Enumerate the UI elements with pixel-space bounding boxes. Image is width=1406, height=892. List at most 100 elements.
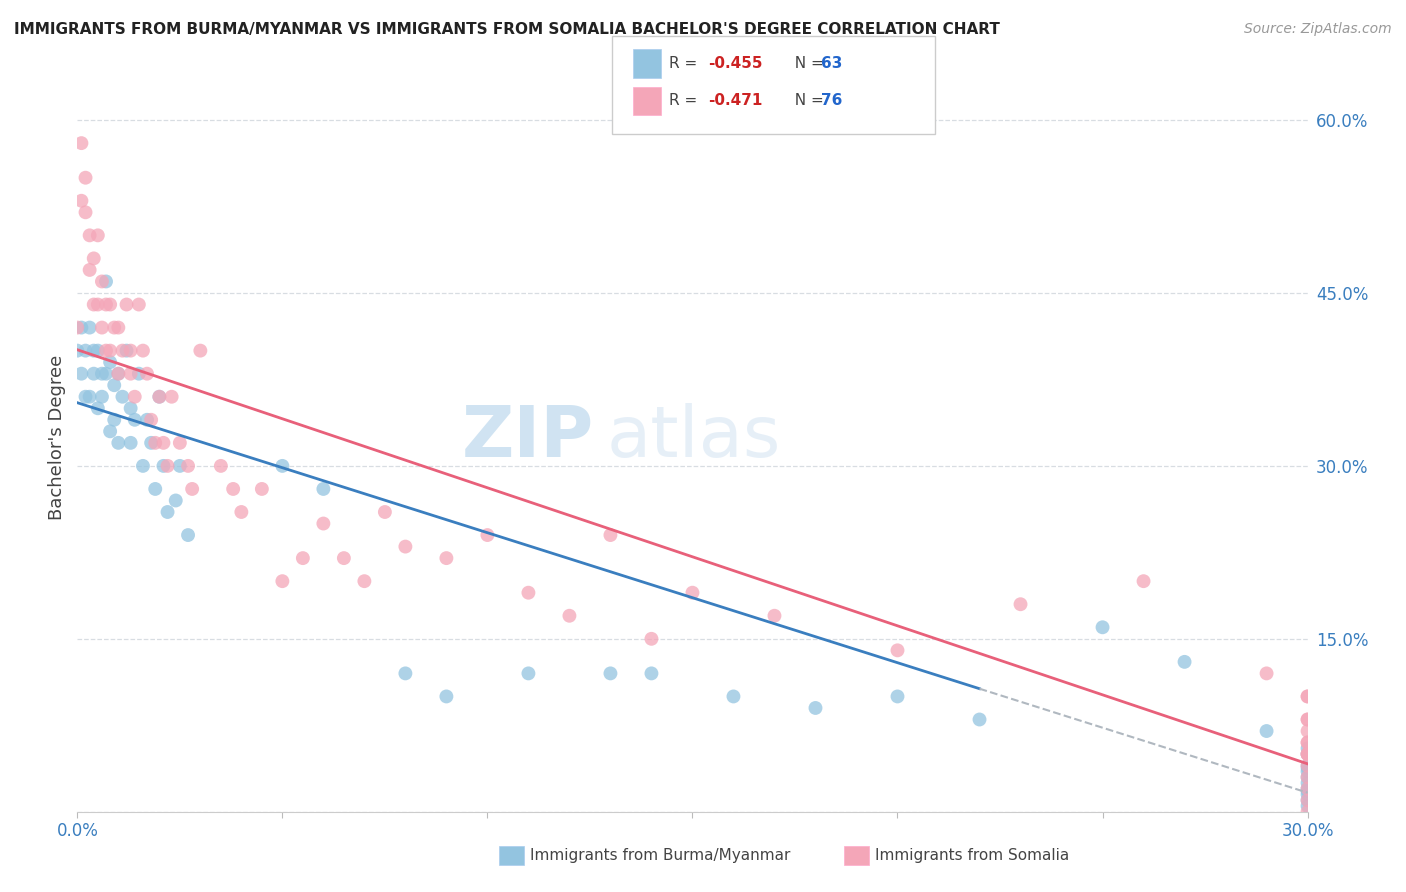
Point [558, 608, 581, 623]
Point [1296, 735, 1319, 749]
Point [1296, 713, 1319, 727]
Point [250, 482, 273, 496]
Text: R =: R = [669, 94, 703, 108]
Point [111, 390, 134, 404]
Point [1296, 776, 1319, 790]
Point [156, 458, 179, 473]
Text: Immigrants from Somalia: Immigrants from Somalia [875, 848, 1069, 863]
Point [152, 435, 174, 450]
Point [1296, 690, 1319, 704]
Point [1296, 747, 1319, 761]
Point [143, 435, 166, 450]
Point [136, 367, 159, 381]
Point [98, 297, 121, 311]
Point [70, 367, 93, 381]
Point [152, 458, 174, 473]
Point [1296, 758, 1319, 772]
Point [169, 435, 191, 450]
Point [1296, 770, 1319, 784]
Point [115, 297, 138, 311]
Point [98, 343, 121, 358]
Point [394, 540, 416, 554]
Point [1296, 793, 1319, 807]
Point [353, 574, 375, 589]
Point [231, 505, 253, 519]
Point [120, 367, 142, 381]
Point [1296, 747, 1319, 761]
Point [1296, 735, 1319, 749]
Point [148, 390, 170, 404]
Point [1256, 666, 1278, 681]
Point [90, 275, 114, 289]
Point [517, 585, 540, 599]
Point [79, 263, 101, 277]
Point [75, 170, 97, 185]
Point [103, 320, 125, 334]
Point [1296, 724, 1319, 739]
Point [477, 528, 499, 542]
Point [87, 401, 110, 416]
Point [969, 713, 991, 727]
Point [886, 643, 908, 657]
Point [94, 367, 117, 381]
Text: N =: N = [785, 56, 828, 70]
Point [599, 528, 621, 542]
Text: -0.471: -0.471 [709, 94, 763, 108]
Point [128, 367, 150, 381]
Point [160, 390, 183, 404]
Point [156, 505, 179, 519]
Point [90, 390, 114, 404]
Point [94, 343, 117, 358]
Text: atlas: atlas [606, 402, 780, 472]
Point [209, 458, 232, 473]
Text: IMMIGRANTS FROM BURMA/MYANMAR VS IMMIGRANTS FROM SOMALIA BACHELOR'S DEGREE CORRE: IMMIGRANTS FROM BURMA/MYANMAR VS IMMIGRA… [14, 22, 1000, 37]
Point [124, 390, 146, 404]
Point [1296, 799, 1319, 814]
Point [124, 413, 146, 427]
Point [1132, 574, 1154, 589]
Point [1256, 724, 1278, 739]
Point [70, 194, 93, 208]
Point [1296, 781, 1319, 796]
Point [1296, 764, 1319, 779]
Point [682, 585, 704, 599]
Point [107, 435, 129, 450]
Point [804, 701, 827, 715]
Point [75, 205, 97, 219]
Point [94, 297, 117, 311]
Point [436, 551, 458, 566]
Point [90, 320, 114, 334]
Point [291, 551, 314, 566]
Point [188, 343, 212, 358]
Point [70, 320, 93, 334]
Point [517, 666, 540, 681]
Point [1296, 793, 1319, 807]
Point [148, 390, 170, 404]
Point [128, 297, 150, 311]
Point [70, 136, 93, 150]
Point [1296, 761, 1319, 775]
Text: N =: N = [785, 94, 828, 108]
Point [83, 343, 105, 358]
Point [141, 413, 163, 427]
Point [177, 458, 200, 473]
Point [181, 482, 204, 496]
Point [87, 297, 110, 311]
Point [1296, 788, 1319, 802]
Point [120, 435, 142, 450]
Point [75, 343, 97, 358]
Point [763, 608, 786, 623]
Point [107, 320, 129, 334]
Point [79, 390, 101, 404]
Point [271, 458, 294, 473]
Point [132, 458, 155, 473]
Text: Source: ZipAtlas.com: Source: ZipAtlas.com [1244, 22, 1392, 37]
Point [1296, 713, 1319, 727]
Point [312, 516, 335, 531]
Point [90, 367, 114, 381]
Point [87, 343, 110, 358]
Point [1296, 770, 1319, 784]
Text: ZIP: ZIP [461, 402, 595, 472]
Point [1091, 620, 1114, 634]
Point [394, 666, 416, 681]
